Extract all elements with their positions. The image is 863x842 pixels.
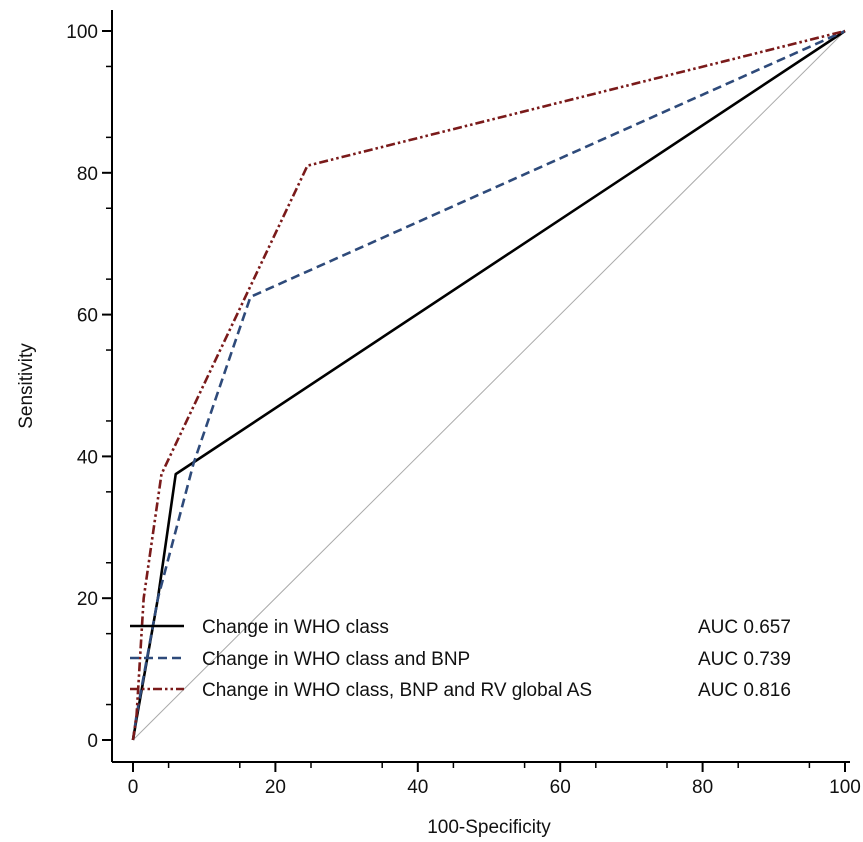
reference-diagonal-line [132, 30, 846, 741]
legend-label-3: Change in WHO class, BNP and RV global A… [202, 680, 592, 701]
legend: Change in WHO class AUC 0.657 Change in WH… [130, 617, 791, 701]
y-tick-label: 60 [77, 306, 98, 327]
legend-auc-1: AUC 0.657 [698, 617, 791, 638]
legend-auc-3: AUC 0.816 [698, 680, 791, 701]
y-tick-label: 100 [66, 22, 98, 43]
y-tick-label: 0 [87, 731, 98, 752]
y-tick-label: 40 [77, 447, 98, 468]
legend-label-2: Change in WHO class and BNP [202, 649, 470, 670]
reference-layer [132, 30, 846, 741]
x-tick-label: 60 [550, 777, 571, 798]
series-layer [131, 29, 846, 741]
x-axis-title: 100-Specificity [427, 817, 551, 838]
axes-layer: 0 20 40 60 80 100 0 20 40 60 80 100 [66, 10, 861, 798]
x-tick-label: 0 [128, 777, 139, 798]
x-tick-label: 20 [265, 777, 286, 798]
x-tick-label: 80 [692, 777, 713, 798]
legend-label-1: Change in WHO class [202, 617, 389, 638]
y-tick-label: 20 [77, 589, 98, 610]
series-line-2 [131, 29, 846, 741]
x-tick-label: 100 [829, 777, 861, 798]
legend-auc-2: AUC 0.739 [698, 649, 791, 670]
y-axis-title: Sensitivity [16, 343, 37, 429]
y-tick-label: 80 [77, 164, 98, 185]
x-tick-label: 40 [407, 777, 428, 798]
